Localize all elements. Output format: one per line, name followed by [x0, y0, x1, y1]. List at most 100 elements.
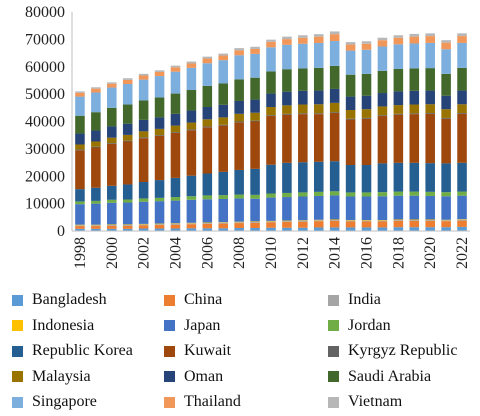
bar-segment: [202, 119, 213, 127]
bar-segment: [170, 67, 181, 72]
bar-segment: [425, 220, 435, 228]
bar-segment: [282, 44, 292, 70]
bar-segment: [377, 115, 388, 117]
y-tick-label: 70000: [25, 31, 65, 48]
bar-segment: [393, 44, 404, 69]
bar-segment: [409, 43, 420, 69]
legend-swatch: [12, 294, 23, 306]
bar-segment: [107, 126, 117, 138]
bar-segment: [266, 93, 276, 107]
legend-item: Singapore: [12, 393, 97, 411]
legend-item: Thailand: [164, 393, 241, 411]
bar-segment: [91, 88, 101, 93]
bar-segment: [250, 221, 260, 222]
bar-segment: [441, 227, 451, 231]
bar-segment: [107, 107, 117, 127]
bar-segment: [377, 106, 388, 116]
bar-segment: [154, 70, 165, 72]
legend-label: Malaysia: [32, 367, 91, 385]
legend-swatch: [328, 320, 339, 331]
bar-segment: [361, 49, 372, 74]
bar-segment: [202, 195, 213, 200]
bar-segment: [409, 113, 420, 115]
bar-segment: [393, 37, 404, 45]
legend-swatch: [12, 396, 23, 408]
bar-segment: [361, 227, 372, 231]
bar-segment: [457, 226, 467, 231]
bar-segment: [361, 165, 372, 193]
bar-segment: [425, 36, 435, 43]
legend-swatch: [12, 345, 23, 357]
bar-segment: [441, 219, 451, 221]
bar-segment: [186, 175, 197, 197]
bar-segment: [170, 228, 181, 231]
bar-segment: [154, 135, 165, 137]
bar-segment: [377, 196, 388, 221]
bar-segment: [234, 223, 244, 228]
bar-segment: [107, 82, 117, 84]
bar-series: [75, 31, 467, 231]
bar-segment: [122, 104, 133, 124]
bar-segment: [138, 228, 149, 231]
bar-segment: [170, 125, 181, 133]
legend-item: Vietnam: [328, 393, 402, 411]
bar-segment: [218, 104, 229, 118]
bar-segment: [361, 41, 372, 44]
bar-segment: [186, 110, 197, 123]
bar-segment: [393, 219, 404, 221]
bar-segment: [329, 220, 340, 228]
bar-segment: [282, 221, 292, 222]
bar-segment: [409, 195, 420, 220]
bar-segment: [234, 48, 244, 51]
bar-segment: [266, 193, 276, 198]
bar-segment: [298, 192, 308, 197]
bar-segment: [457, 113, 467, 163]
x-tick-label: 2002: [136, 237, 153, 269]
bar-segment: [313, 67, 324, 91]
bar-segment: [457, 191, 467, 196]
bar-segment: [186, 222, 197, 224]
bar-segment: [329, 34, 340, 42]
bar-segment: [329, 102, 340, 113]
bar-segment: [154, 76, 165, 98]
bar-segment: [170, 177, 181, 198]
bar-segment: [250, 99, 260, 113]
bar-segment: [186, 130, 197, 176]
bar-segment: [313, 36, 324, 43]
stacked-bar-chart: 0 10000 20000 30000 40000 50000 60000 70000 8000…: [25, 4, 471, 269]
bar-segment: [75, 92, 85, 97]
bar-segment: [329, 191, 340, 196]
bar-segment: [138, 201, 149, 224]
bar-segment: [282, 197, 292, 221]
bar-segment: [377, 37, 388, 41]
bar-segment: [377, 220, 388, 222]
bar-segment: [75, 225, 85, 227]
bar-segment: [234, 198, 244, 222]
bar-segment: [75, 224, 85, 226]
bar-segment: [361, 95, 372, 110]
bar-segment: [457, 195, 467, 220]
x-tick-label: 2020: [422, 237, 439, 269]
bar-segment: [393, 195, 404, 220]
bar-segment: [107, 228, 117, 231]
bar-segment: [361, 221, 372, 228]
bar-segment: [425, 68, 435, 91]
bar-segment: [218, 60, 229, 84]
bar-segment: [377, 227, 388, 231]
bar-segment: [154, 197, 165, 202]
bar-segment: [154, 136, 165, 181]
bar-segment: [313, 90, 324, 105]
bar-segment: [186, 63, 197, 68]
legend-swatch: [328, 396, 339, 408]
bar-segment: [91, 92, 101, 113]
bar-segment: [441, 109, 451, 118]
x-tick-label: 2006: [199, 237, 216, 269]
bar-segment: [313, 221, 324, 228]
bar-segment: [441, 220, 451, 222]
x-tick-label: 2018: [390, 237, 407, 269]
bar-segment: [298, 68, 308, 91]
y-tick-label: 10000: [25, 196, 65, 213]
bar-segment: [393, 220, 404, 228]
legend-swatch: [164, 294, 175, 306]
